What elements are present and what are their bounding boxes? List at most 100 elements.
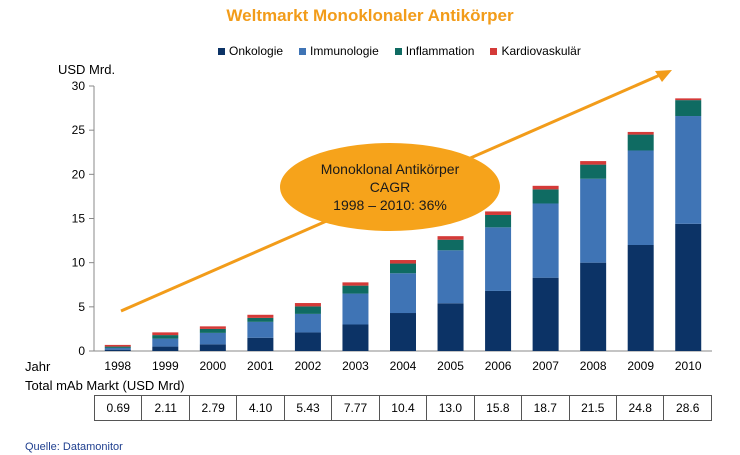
- bar-segment-inflammation-2009: [627, 134, 654, 151]
- y-tick-label: 25: [72, 123, 86, 137]
- x-tick-label-2009: 2009: [627, 359, 654, 373]
- legend-label-onkologie: Onkologie: [229, 44, 284, 58]
- bar-segment-immunologie-2006: [485, 227, 512, 291]
- bar-segment-inflammation-2001: [247, 317, 274, 322]
- total-cell-2001: 4.10: [236, 395, 285, 421]
- cagr-callout: Monoklonal Antikörper CAGR 1998 – 2010: …: [280, 143, 500, 231]
- bar-segment-onkologie-2001: [247, 337, 274, 351]
- total-cell-2004: 10.4: [378, 395, 428, 421]
- bar-segment-kardiovaskulr-2000: [199, 326, 226, 329]
- bar-segment-inflammation-2010: [675, 100, 702, 117]
- bar-segment-immunologie-2001: [247, 321, 274, 338]
- bar-segment-kardiovaskulr-2008: [580, 161, 607, 165]
- total-cell-2000: 2.79: [188, 395, 238, 421]
- bar-segment-kardiovaskulr-2009: [627, 131, 654, 135]
- callout-line-2: CAGR: [369, 179, 411, 195]
- bar-segment-onkologie-1999: [152, 346, 179, 351]
- y-tick-label: 0: [78, 344, 85, 358]
- x-tick-label-1999: 1999: [152, 359, 179, 373]
- total-cell-2006: 15.8: [473, 395, 523, 421]
- chart-title: Weltmarkt Monoklonaler Antikörper: [226, 6, 514, 25]
- totals-label: Total mAb Markt (USD Mrd): [25, 378, 185, 393]
- legend-swatch-kardiovaskular: [490, 47, 498, 55]
- bar-segment-immunologie-2004: [390, 273, 416, 314]
- x-tick-label-2000: 2000: [199, 359, 226, 373]
- bar-segment-kardiovaskulr-2010: [675, 98, 702, 101]
- total-cell-2009: 24.8: [615, 395, 665, 421]
- bar-segment-onkologie-2003: [342, 324, 369, 351]
- legend-swatch-onkologie: [218, 47, 225, 55]
- bar-segment-onkologie-2009: [627, 245, 654, 351]
- legend-label-inflammation: Inflammation: [405, 44, 475, 58]
- total-cell-2005: 13.0: [426, 395, 475, 421]
- total-cell-1998: 0.69: [93, 395, 143, 421]
- total-cell-2007: 18.7: [521, 395, 570, 421]
- x-tick-label-2003: 2003: [342, 359, 369, 373]
- bar-segment-onkologie-1998: [104, 349, 131, 351]
- legend-swatch-inflammation: [394, 47, 402, 55]
- callout-line-1: Monoklonal Antikörper: [320, 161, 460, 177]
- y-tick-label: 15: [72, 212, 86, 226]
- x-axis-label: Jahr: [25, 359, 51, 374]
- bar-segment-inflammation-1998: [104, 346, 131, 348]
- legend-item-kardiovaskular: Kardiovaskulär: [490, 44, 581, 58]
- bar-segment-immunologie-2005: [437, 250, 464, 304]
- bar-segment-inflammation-2004: [390, 263, 416, 274]
- y-tick-label: 20: [72, 167, 86, 181]
- bar-segment-inflammation-2000: [199, 328, 226, 333]
- bar-segment-kardiovaskulr-2004: [390, 260, 416, 264]
- legend-swatch-immunologie: [299, 47, 307, 55]
- bar-segment-kardiovaskulr-2006: [485, 211, 512, 215]
- bar-segment-inflammation-2005: [437, 239, 464, 251]
- bar-segment-kardiovaskulr-2003: [342, 282, 369, 286]
- source-note: Quelle: Datamonitor: [25, 441, 123, 453]
- bar-segment-kardiovaskulr-2005: [437, 236, 464, 240]
- y-tick-label: 5: [78, 300, 85, 314]
- bar-segment-immunologie-2010: [675, 116, 702, 224]
- bar-segment-onkologie-2008: [580, 262, 607, 351]
- x-tick-label-2007: 2007: [532, 359, 559, 373]
- bar-segment-immunologie-2009: [627, 150, 654, 245]
- x-tick-label-2004: 2004: [390, 359, 417, 373]
- bar-segment-onkologie-2006: [485, 290, 512, 351]
- x-tick-label-1998: 1998: [104, 359, 131, 373]
- x-tick-label-2001: 2001: [247, 359, 274, 373]
- legend-label-kardiovaskular: Kardiovaskulär: [501, 44, 581, 58]
- bar-segment-onkologie-2002: [294, 332, 321, 351]
- bar-segment-kardiovaskulr-2002: [294, 303, 321, 307]
- bar-segment-immunologie-1999: [152, 338, 179, 347]
- total-cell-2010: 28.6: [663, 395, 712, 421]
- legend-item-inflammation: Inflammation: [394, 44, 475, 58]
- bar-segment-immunologie-2000: [199, 332, 226, 345]
- totals-table: 0.69 2.11 2.79 4.10 5.43 7.77 10.4 13.0 …: [93, 395, 712, 421]
- bar-segment-onkologie-2000: [199, 344, 226, 351]
- bar-segment-immunologie-2008: [580, 178, 607, 263]
- bar-segment-inflammation-2003: [342, 285, 369, 294]
- x-tick-label-2006: 2006: [485, 359, 512, 373]
- bar-segment-onkologie-2010: [675, 223, 702, 351]
- bar-segment-onkologie-2005: [437, 303, 464, 351]
- bar-segment-inflammation-2006: [485, 214, 512, 228]
- bar-segment-inflammation-2002: [294, 306, 321, 314]
- total-cell-2003: 7.77: [331, 395, 380, 421]
- bar-segment-immunologie-1998: [104, 347, 131, 350]
- total-cell-2002: 5.43: [283, 395, 333, 421]
- bar-segment-inflammation-2007: [532, 189, 559, 204]
- bar-segment-immunologie-2003: [342, 293, 369, 325]
- x-tick-label-2005: 2005: [437, 359, 464, 373]
- bar-segment-inflammation-1999: [152, 335, 179, 339]
- legend: Onkologie Immunologie Inflammation Kardi…: [218, 44, 581, 58]
- trend-arrow-head: [655, 70, 672, 82]
- y-axis-label: USD Mrd.: [58, 62, 116, 77]
- total-cell-2008: 21.5: [568, 395, 617, 421]
- x-tick-label-2008: 2008: [580, 359, 607, 373]
- totals-row: 0.69 2.11 2.79 4.10 5.43 7.77 10.4 13.0 …: [93, 395, 712, 421]
- callout-line-3: 1998 – 2010: 36%: [333, 197, 447, 213]
- x-tick-label-2002: 2002: [295, 359, 322, 373]
- bar-segment-immunologie-2002: [294, 313, 321, 333]
- total-cell-1999: 2.11: [141, 395, 190, 421]
- legend-item-immunologie: Immunologie: [299, 44, 379, 58]
- bar-segment-onkologie-2007: [532, 277, 559, 351]
- bar-segment-kardiovaskulr-1999: [152, 332, 179, 336]
